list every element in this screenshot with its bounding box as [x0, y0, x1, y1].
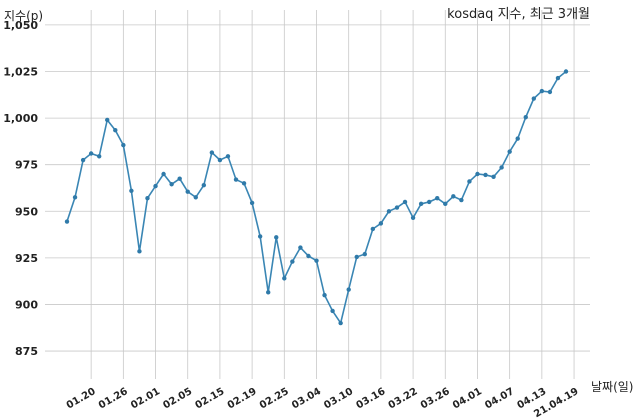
- data-point: [322, 292, 327, 298]
- y-tick-label: 900: [15, 298, 38, 311]
- y-tick-label: 950: [15, 205, 38, 218]
- data-point: [113, 128, 118, 133]
- data-point: [370, 226, 376, 232]
- data-point: [105, 117, 110, 123]
- data-point: [555, 75, 561, 81]
- data-point: [64, 219, 70, 224]
- data-point: [539, 88, 545, 94]
- x-tick-label: 03.16: [354, 386, 387, 411]
- data-point: [418, 201, 424, 207]
- y-tick-label: 1,025: [3, 66, 38, 79]
- data-point: [483, 172, 488, 178]
- data-point: [185, 189, 190, 194]
- data-point: [80, 157, 86, 163]
- x-tick-label: 02.01: [129, 386, 162, 411]
- data-point: [338, 320, 343, 326]
- data-point: [177, 176, 182, 181]
- x-tick-label: 02.25: [258, 386, 291, 411]
- data-point: [523, 114, 528, 120]
- y-tick-label: 1,000: [3, 112, 38, 125]
- y-gridlines: [45, 24, 590, 352]
- x-tick-label: 01.20: [65, 386, 98, 411]
- data-point: [233, 177, 239, 182]
- data-point: [217, 157, 223, 163]
- data-point: [266, 290, 271, 295]
- data-point: [547, 89, 553, 95]
- data-point: [507, 149, 512, 154]
- data-point: [499, 165, 504, 170]
- y-tick-labels: 1,050 1,025 1,000 975 950 925 900 875: [3, 19, 38, 358]
- x-tick-label: 03.26: [419, 386, 452, 411]
- data-point: [241, 181, 247, 186]
- y-tick-label: 1,050: [3, 19, 38, 32]
- data-point: [225, 154, 231, 159]
- data-point: [137, 249, 142, 254]
- data-point: [563, 69, 569, 74]
- data-point: [282, 276, 287, 281]
- data-point: [169, 182, 174, 187]
- data-point: [435, 196, 440, 201]
- data-point: [491, 174, 496, 179]
- data-point: [426, 199, 432, 205]
- data-point: [451, 194, 456, 199]
- data-point: [193, 195, 198, 200]
- data-point: [88, 151, 94, 156]
- data-point: [153, 183, 158, 189]
- data-point: [475, 171, 480, 177]
- data-point: [72, 195, 78, 200]
- data-point: [443, 201, 448, 207]
- x-gridlines: [90, 10, 575, 379]
- y-tick-label: 925: [15, 252, 38, 265]
- x-tick-label: 03.10: [322, 386, 355, 411]
- data-point: [330, 308, 335, 314]
- data-point: [290, 259, 295, 264]
- data-point: [129, 188, 134, 193]
- data-point: [410, 215, 416, 220]
- data-point: [459, 197, 464, 203]
- data-point: [161, 171, 166, 177]
- data-point: [362, 251, 367, 257]
- x-tick-label: 02.05: [161, 386, 194, 411]
- x-tick-label: 01.26: [97, 386, 130, 411]
- x-tick-label: 03.22: [387, 386, 420, 411]
- x-axis-label: 날짜(일): [591, 380, 633, 394]
- data-point: [249, 200, 255, 206]
- x-tick-label: 04.07: [483, 386, 516, 411]
- data-point: [531, 96, 537, 101]
- x-tick-label: 02.19: [226, 386, 259, 411]
- data-point: [354, 254, 359, 260]
- data-point: [145, 196, 150, 201]
- data-point: [314, 258, 319, 263]
- x-tick-labels: 01.20 01.26 02.01 02.05 02.15 02.19 02.25 03.04…: [65, 386, 581, 418]
- data-point: [394, 205, 400, 210]
- data-point: [402, 199, 408, 205]
- y-axis-label: 지수(p): [4, 9, 43, 23]
- data-point: [386, 209, 392, 214]
- data-point: [306, 253, 311, 259]
- y-tick-label: 875: [15, 345, 38, 358]
- data-point: [467, 179, 472, 184]
- data-point: [257, 234, 263, 239]
- data-point: [96, 154, 102, 159]
- data-point: [515, 136, 520, 141]
- data-point: [209, 150, 215, 155]
- data-point: [378, 221, 384, 226]
- data-points: [64, 69, 569, 326]
- x-tick-label: 02.15: [194, 386, 227, 411]
- x-tick-label: 03.04: [290, 386, 323, 411]
- y-tick-label: 975: [15, 159, 38, 172]
- data-point: [346, 287, 351, 292]
- data-point: [298, 245, 303, 250]
- data-point: [201, 182, 207, 188]
- data-point: [121, 142, 126, 148]
- data-point: [274, 235, 279, 240]
- x-tick-label: 04.01: [451, 386, 484, 411]
- chart-title: kosdaq 지수, 최근 3개월: [447, 7, 590, 22]
